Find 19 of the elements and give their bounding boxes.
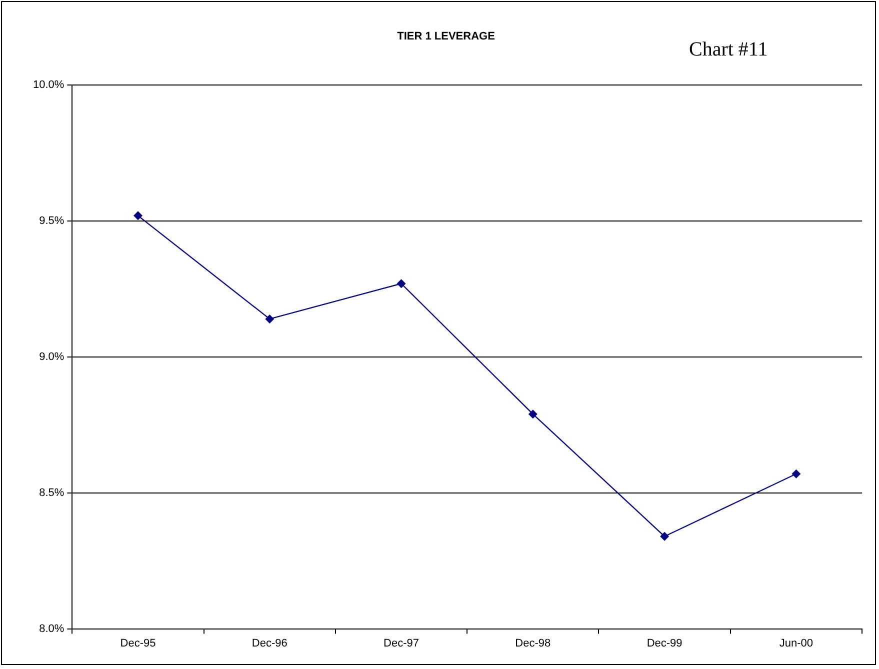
- point: [660, 532, 670, 541]
- y-tick-label: 8.0%: [39, 622, 64, 635]
- y-tick-label: 10.0%: [32, 79, 64, 92]
- text: Chart #11: [689, 38, 768, 60]
- x-tick-label: Dec-97: [384, 637, 420, 650]
- point: [265, 314, 274, 324]
- point: [396, 279, 406, 288]
- x-tick-label: Dec-95: [120, 637, 156, 650]
- y-tick-label: 9.5%: [39, 215, 64, 228]
- x-tick-label: Jun-00: [779, 637, 814, 650]
- y-tick-label: 9.0%: [39, 351, 64, 364]
- chart-title: TIER 1 LEVERAGE: [397, 30, 495, 43]
- point: [792, 469, 801, 478]
- point: [134, 211, 143, 220]
- x-tick-label: Dec-99: [646, 637, 682, 650]
- point: [528, 410, 538, 419]
- x-tick-label: Dec-96: [252, 637, 288, 650]
- x-tick-label: Dec-98: [515, 637, 551, 650]
- y-tick-label: 8.5%: [39, 486, 64, 499]
